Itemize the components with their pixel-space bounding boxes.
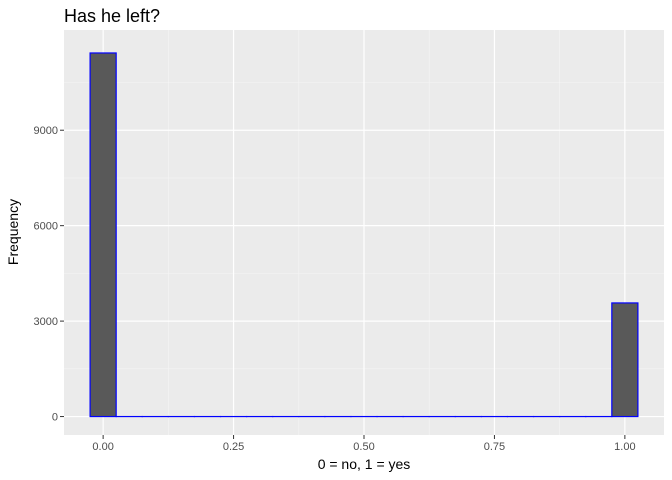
y-axis: 0 3000 6000 9000 [34, 125, 64, 424]
y-axis-title: Frequency [5, 199, 21, 265]
chart-title: Has he left? [64, 6, 160, 26]
x-tick-label: 0.00 [92, 441, 113, 453]
histogram-bar [89, 52, 117, 418]
histogram-bars [89, 52, 639, 418]
x-tick-label: 0.50 [353, 441, 374, 453]
y-tick-label: 6000 [34, 221, 58, 233]
histogram-bar [611, 302, 639, 418]
x-tick-label: 1.00 [614, 441, 635, 453]
x-axis-title: 0 = no, 1 = yes [318, 456, 411, 472]
y-tick-label: 9000 [34, 125, 58, 137]
y-tick-label: 3000 [34, 316, 58, 328]
y-tick-label: 0 [52, 412, 58, 424]
x-tick-label: 0.25 [223, 441, 244, 453]
x-tick-label: 0.75 [484, 441, 505, 453]
x-axis: 0.00 0.25 0.50 0.75 1.00 [92, 435, 636, 453]
